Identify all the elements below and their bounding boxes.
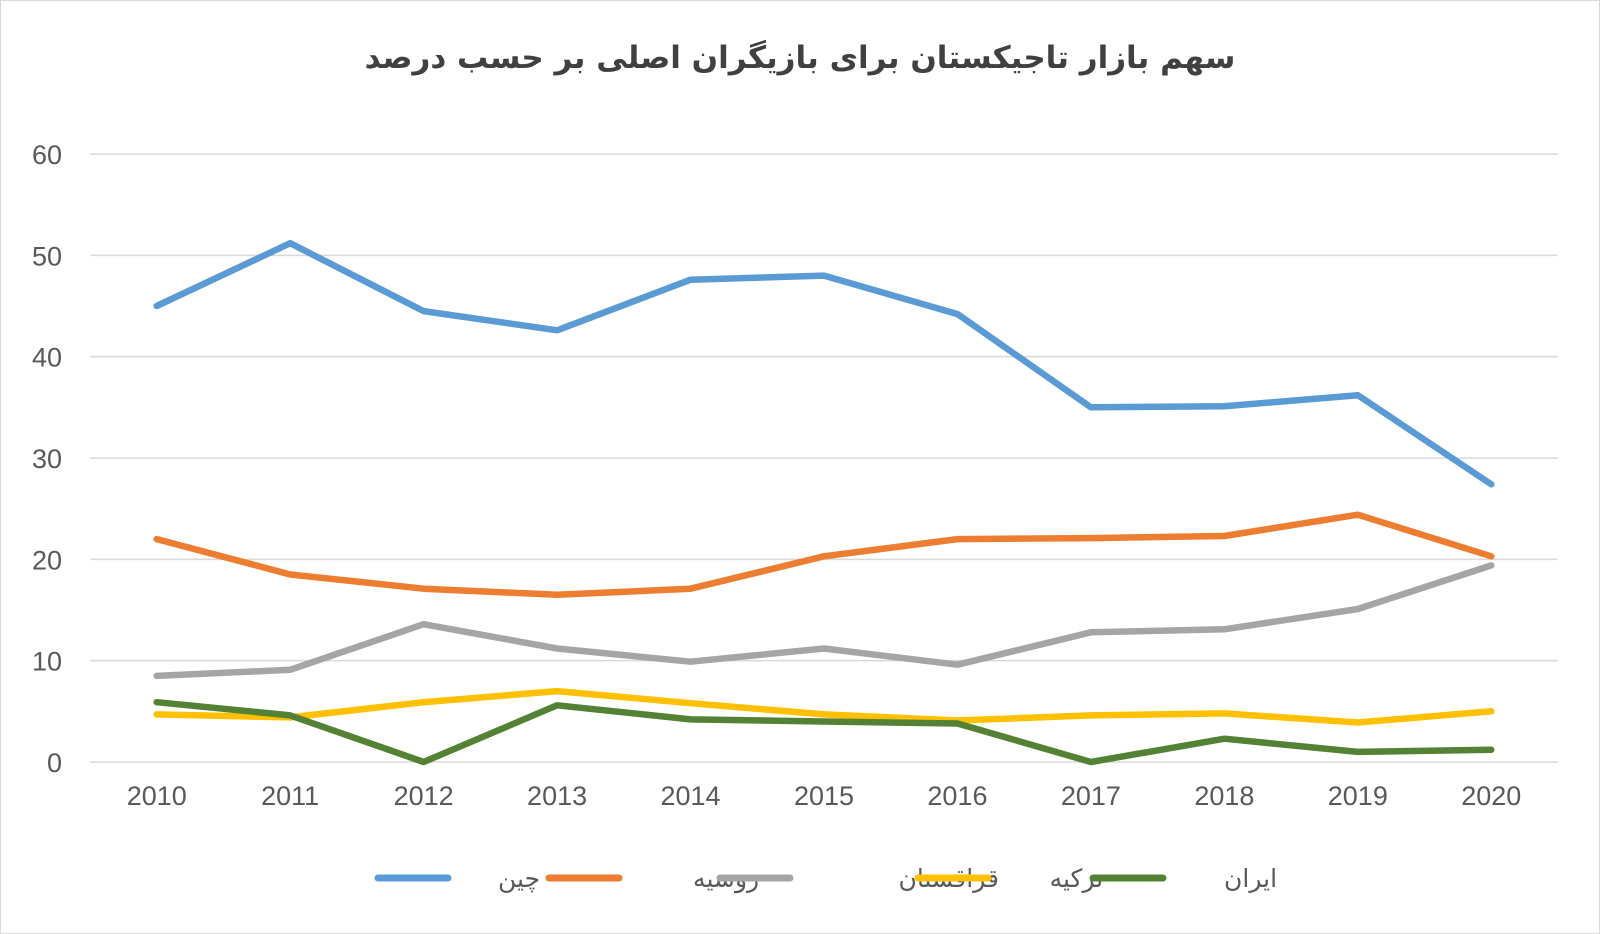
x-tick-label: 2020 bbox=[1461, 781, 1521, 811]
series-lines bbox=[153, 239, 1495, 766]
legend: چینروسیهقزاقستانترکیهایران bbox=[374, 864, 1277, 894]
series-line-1 bbox=[153, 511, 1495, 599]
x-tick-label: 2012 bbox=[394, 781, 454, 811]
x-tick-label: 2015 bbox=[794, 781, 854, 811]
x-tick-label: 2019 bbox=[1328, 781, 1388, 811]
legend-label-0: چین bbox=[498, 864, 540, 893]
x-tick-label: 2016 bbox=[927, 781, 987, 811]
series-line-3 bbox=[153, 687, 1495, 726]
y-axis-ticks: 0 10 20 30 40 50 60 bbox=[32, 140, 62, 778]
legend-label-4: ایران bbox=[1224, 864, 1277, 893]
gridlines bbox=[90, 153, 1558, 763]
y-tick-label: 0 bbox=[47, 748, 62, 778]
x-tick-label: 2011 bbox=[261, 781, 319, 811]
series-line-0 bbox=[153, 239, 1495, 488]
y-tick-label: 50 bbox=[32, 241, 62, 271]
y-tick-label: 60 bbox=[32, 140, 62, 170]
x-tick-label: 2017 bbox=[1061, 781, 1121, 811]
y-tick-label: 10 bbox=[32, 647, 62, 677]
x-axis-ticks: 2010 2011 2012 2013 2014 2015 2016 2017 2018 2019… bbox=[127, 781, 1522, 811]
x-tick-label: 2018 bbox=[1194, 781, 1254, 811]
chart-title: سهم بازار تاجیکستان برای بازیگران اصلی ب… bbox=[364, 40, 1236, 76]
x-tick-label: 2013 bbox=[527, 781, 587, 811]
y-tick-label: 30 bbox=[32, 444, 62, 474]
y-tick-label: 40 bbox=[32, 343, 62, 373]
y-tick-label: 20 bbox=[32, 545, 62, 575]
x-tick-label: 2014 bbox=[661, 781, 721, 811]
x-tick-label: 2010 bbox=[127, 781, 187, 811]
